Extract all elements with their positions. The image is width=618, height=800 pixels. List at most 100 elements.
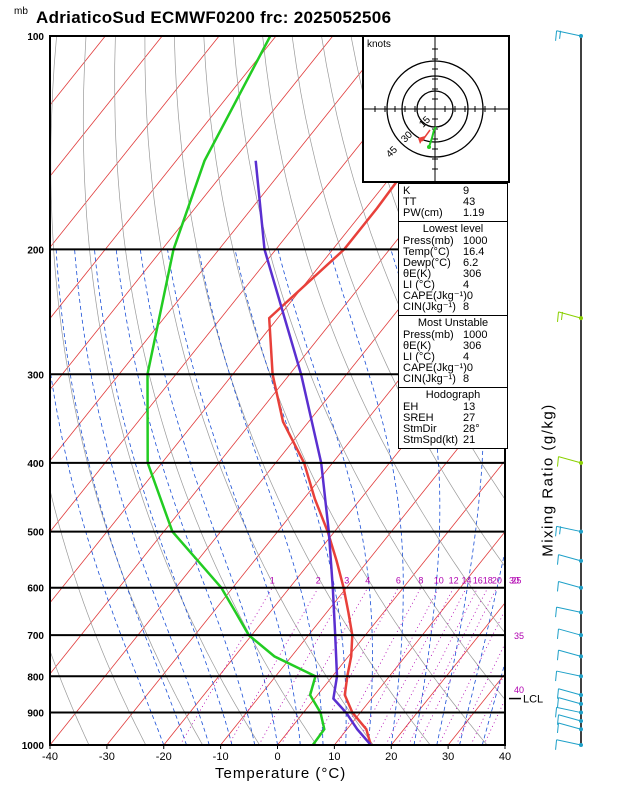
isotherm-line [562, 36, 618, 745]
index-value: 21 [463, 434, 476, 446]
index-label: Temp(°C) [403, 246, 450, 258]
y-tick-label: 300 [27, 370, 44, 381]
hodograph-trace [428, 126, 437, 148]
wind-barb-flag [556, 722, 559, 734]
moist-adiabat-line [504, 743, 505, 745]
isotherm-line [50, 36, 334, 391]
index-label: LI (°C) [403, 279, 435, 291]
mixing-ratio-label: 10 [434, 576, 444, 586]
index-label: CAPE(Jkg⁻¹) [403, 290, 467, 302]
dry-adiabat-line [144, 36, 374, 745]
moist-adiabat-line [328, 249, 404, 745]
wind-barb-shaft [558, 722, 582, 730]
hodograph-indices-box: Hodograph EH 13 SREH 27 StmDir 28° StmSpd(kt) 21 [398, 387, 508, 449]
index-row: StmSpd(kt) 21 [403, 435, 503, 446]
index-value: 1.19 [463, 207, 485, 219]
plot-area [50, 36, 618, 745]
wind-barb-shaft [558, 456, 582, 464]
wind-barb-flag [555, 607, 558, 618]
chart-title: AdriaticoSud ECMWF0200 frc: 2025052506 [36, 8, 392, 27]
index-row: PW(cm) 1.19 [403, 208, 503, 219]
most-unstable-header: Most Unstable [417, 317, 489, 329]
mixing-ratio-axis-label: Mixing Ratio (g/kg) [539, 403, 557, 557]
index-row: CAPE(Jkg⁻¹) 0 [403, 291, 503, 302]
wind-barb-shaft [556, 670, 582, 677]
mixing-ratio-line [355, 587, 440, 745]
mixing-ratio-line [371, 587, 455, 745]
storm-motion-vector [421, 129, 431, 142]
mixing-ratio-line [179, 587, 273, 745]
hodograph-indices-header: Hodograph [425, 389, 481, 401]
dry-adiabat-line [291, 36, 505, 568]
lowest-level-header: Lowest level [422, 223, 484, 235]
index-row: θE(K) 306 [403, 269, 503, 280]
wind-barb-shaft [556, 606, 582, 613]
x-tick-label: 10 [328, 751, 340, 763]
wind-barb-flag [555, 30, 558, 41]
y-tick-label: 1000 [22, 741, 45, 752]
index-label: PW(cm) [403, 207, 443, 219]
mixing-ratio-label: 1 [270, 576, 275, 586]
index-value: 0 [466, 362, 473, 374]
index-value: 8 [463, 373, 470, 385]
dry-adiabat-line [50, 649, 90, 745]
y-tick-label: 600 [27, 584, 44, 595]
index-label: LI (°C) [403, 351, 435, 363]
x-tick-label: 20 [385, 751, 397, 763]
wind-barb-flag [556, 456, 559, 467]
wind-barb-shaft [558, 628, 582, 636]
moist-adiabat-line [436, 249, 485, 745]
dry-adiabat-line [50, 488, 147, 745]
mixing-ratio-label: 12 [449, 576, 459, 586]
hodograph-unit-label: knots [367, 39, 391, 50]
x-tick-label: 40 [499, 751, 511, 763]
wind-barb-shaft [556, 739, 582, 746]
x-tick-label: -20 [156, 751, 172, 763]
index-label: TT [403, 196, 417, 208]
mixing-ratio-label: 16 [473, 576, 483, 586]
x-tick-label: -30 [99, 751, 115, 763]
x-tick-label: 30 [442, 751, 454, 763]
mixing-ratio-line [408, 587, 489, 745]
y-tick-label: 500 [27, 528, 44, 539]
index-label: CIN(Jkg⁻¹) [403, 373, 456, 385]
mixing-ratio-line [228, 587, 319, 745]
wind-barb-flag [555, 739, 558, 750]
mixing-ratio-line [313, 587, 399, 745]
isotherm-line [50, 36, 391, 462]
mixing-ratio-line [417, 587, 498, 745]
mixing-ratio-label: 40 [514, 685, 524, 695]
index-row: SREH 27 [403, 413, 503, 424]
mixing-ratio-label: 6 [396, 576, 401, 586]
moist-adiabat-line [481, 661, 505, 745]
moist-adiabat-line [198, 249, 324, 745]
wind-barb-shaft [558, 649, 582, 657]
indices-panel: K 9 TT 43 PW(cm) 1.19 Lowest level Press(mb) 100… [398, 183, 508, 449]
index-value: 4 [463, 351, 470, 363]
wind-barb-shaft [558, 697, 582, 705]
index-label: SREH [403, 412, 434, 424]
isotherm-line [50, 36, 220, 249]
index-value: 28° [463, 423, 480, 435]
index-value: 16.4 [463, 246, 485, 258]
index-label: CIN(Jkg⁻¹) [403, 301, 456, 313]
wind-barb-flag [555, 707, 558, 718]
wind-barb-flag [556, 714, 559, 725]
index-label: EH [403, 401, 419, 413]
wind-barb-flag [555, 671, 558, 682]
moist-adiabat-line [390, 249, 441, 745]
pressure-unit-label: mb [14, 6, 28, 17]
index-row: CIN(Jkg⁻¹) 8 [403, 374, 503, 385]
mixing-ratio-label: 3 [344, 576, 349, 586]
mixing-ratio-label: 4 [365, 576, 370, 586]
wind-barb-flag [560, 311, 563, 320]
moist-adiabat-line [234, 249, 347, 745]
dry-adiabat-line [262, 36, 505, 634]
index-row: CIN(Jkg⁻¹) 8 [403, 302, 503, 313]
dewpoint-line [146, 36, 326, 745]
wind-barb-flag [555, 526, 558, 537]
x-tick-label: 0 [274, 751, 280, 763]
index-label: K [403, 185, 411, 197]
mixing-ratio-line [280, 587, 369, 745]
